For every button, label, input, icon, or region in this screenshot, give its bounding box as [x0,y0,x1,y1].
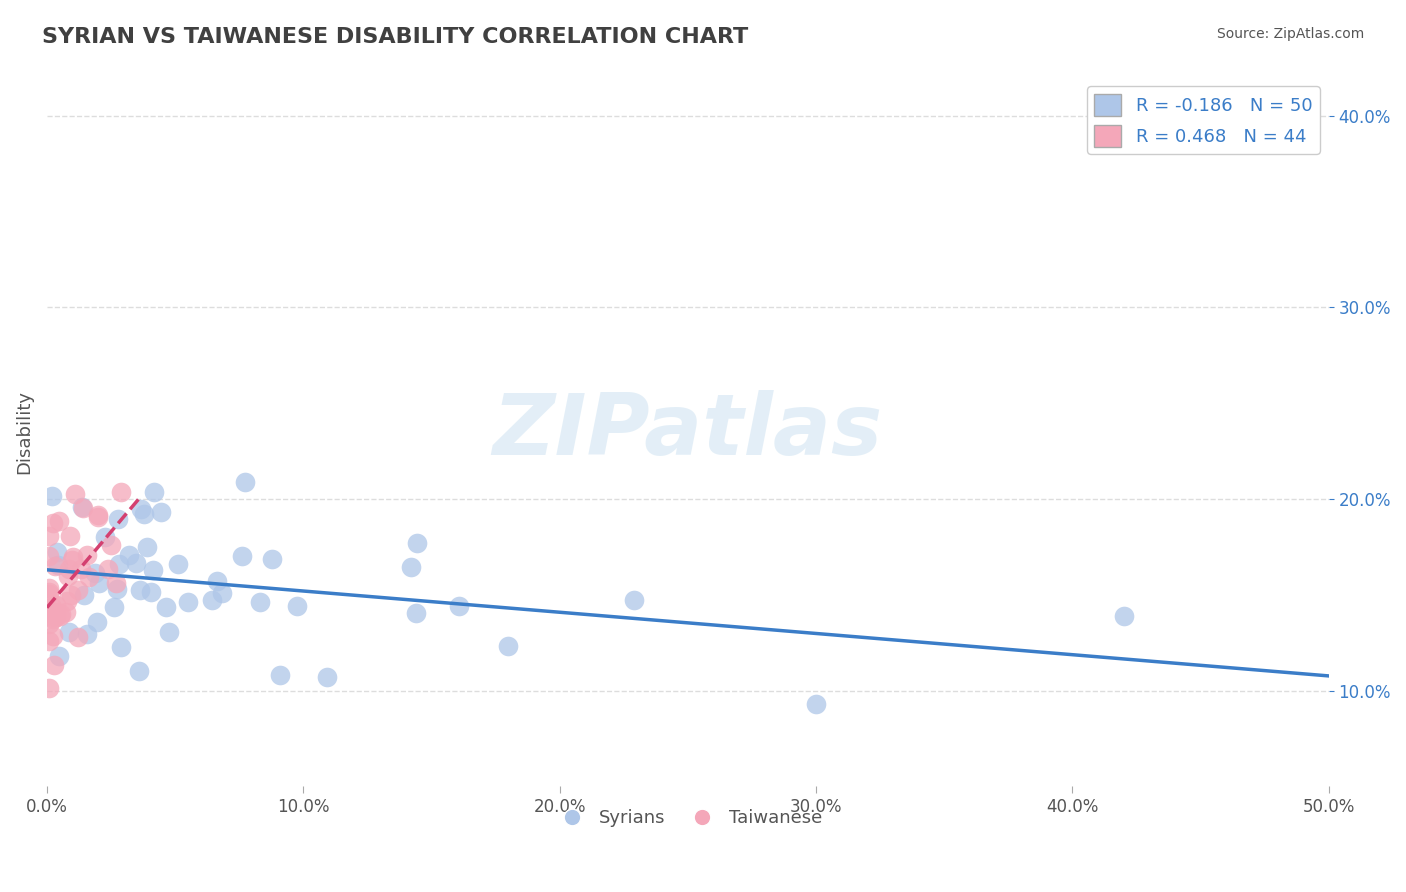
Text: Source: ZipAtlas.com: Source: ZipAtlas.com [1216,27,1364,41]
Point [107,512,129,526]
Point [44,558,66,573]
Point [124,556,146,570]
Point [76,548,98,562]
Point [44,657,66,672]
Point [97,562,120,576]
Point [73,588,96,602]
Point [45,598,67,612]
Point [110,640,132,655]
Point [142,485,165,500]
Point [100,538,122,552]
Point [804,697,827,711]
Point [166,557,188,571]
Point [63,487,86,501]
Point [132,507,155,521]
Point [405,536,427,550]
Point [623,593,645,607]
Point [44,606,66,620]
Point [48,558,70,572]
Point [41,516,63,531]
Point [62,549,84,564]
Point [107,557,129,571]
Text: SYRIAN VS TAIWANESE DISABILITY CORRELATION CHART: SYRIAN VS TAIWANESE DISABILITY CORRELATI… [42,27,748,46]
Point [86,615,108,629]
Point [405,606,427,620]
Point [211,585,233,599]
Point [131,502,153,516]
Point [205,574,228,588]
Point [42,611,65,625]
Point [56,569,79,583]
Point [105,576,128,591]
Point [142,563,165,577]
Point [103,600,125,615]
Point [66,582,89,597]
Point [38,581,60,595]
Text: ZIPatlas: ZIPatlas [492,391,883,474]
Point [58,562,80,576]
Point [135,540,157,554]
Point [48,514,70,528]
Point [38,529,60,543]
Point [157,625,180,640]
Point [41,629,63,643]
Point [41,600,63,615]
Point [38,587,60,601]
Point [87,510,110,524]
Point [110,485,132,500]
Point [269,667,291,681]
Point [41,610,63,624]
Legend: Syrians, Taiwanese: Syrians, Taiwanese [547,802,830,834]
Point [401,559,423,574]
Point [38,634,60,648]
Point [496,640,519,654]
Point [76,626,98,640]
Point [55,605,77,619]
Point [41,489,63,503]
Point [87,508,110,522]
Point [42,606,65,620]
Point [447,599,470,614]
Point [58,624,80,639]
Point [128,664,150,678]
Point [139,584,162,599]
Y-axis label: Disability: Disability [15,390,32,474]
Point [84,566,107,581]
Point [1112,609,1135,624]
Point [56,594,79,608]
Point [79,569,101,583]
Point [262,551,284,566]
Point [38,616,60,631]
Point [38,681,60,695]
Point [45,607,67,621]
Point [51,607,73,622]
Point [128,583,150,598]
Point [105,582,128,596]
Point [48,649,70,664]
Point [60,588,83,602]
Point [38,585,60,599]
Point [89,575,111,590]
Point [201,592,224,607]
Point [249,595,271,609]
Point [70,500,93,514]
Point [45,609,67,624]
Point [233,475,256,490]
Point [118,548,141,562]
Point [94,530,117,544]
Point [155,600,177,615]
Point [70,562,93,576]
Point [46,545,69,559]
Point [59,529,82,543]
Point [315,669,337,683]
Point [62,553,84,567]
Point [149,505,172,519]
Point [285,599,308,613]
Point [66,630,89,644]
Point [72,501,94,516]
Point [38,549,60,563]
Point [231,549,253,564]
Point [49,609,72,624]
Point [177,595,200,609]
